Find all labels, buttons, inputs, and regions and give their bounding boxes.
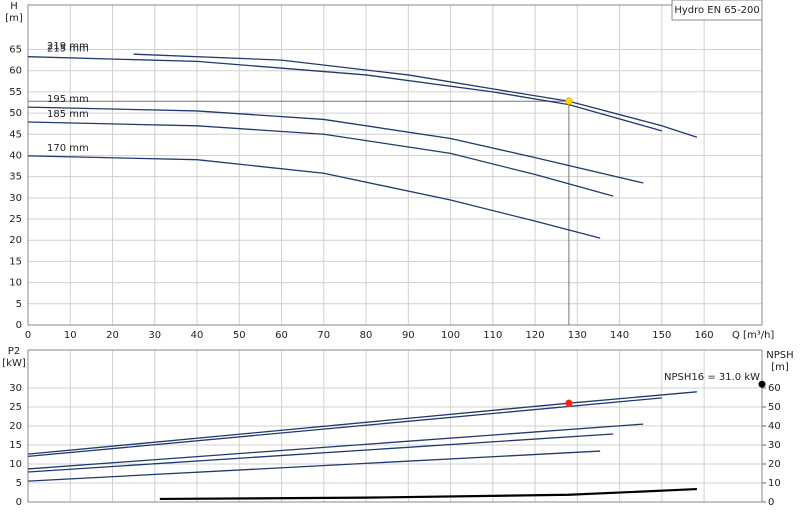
plot-area — [27, 4, 763, 326]
y2-axis-unit: [m] — [771, 362, 789, 373]
curve-label: 219 mm — [47, 41, 89, 52]
curve — [27, 106, 644, 184]
y2-tick-label: 40 — [768, 421, 781, 432]
y2-tick-label: 60 — [768, 383, 781, 394]
x-tick-label: 90 — [402, 330, 415, 341]
operating-point — [565, 399, 573, 407]
curve — [27, 433, 614, 473]
title-box — [671, 0, 763, 21]
x-axis-title: Q [m³/h] — [732, 330, 774, 341]
y-tick-label: 35 — [9, 172, 22, 183]
operating-point — [565, 97, 573, 105]
curve-label: 170 mm — [47, 143, 89, 154]
x-tick-label: 0 — [25, 330, 31, 341]
curve — [27, 155, 601, 239]
y-tick-label: 0 — [16, 320, 22, 331]
y-tick-label: 60 — [9, 66, 22, 77]
y-axis-title: H — [10, 1, 18, 12]
x-tick-label: 60 — [275, 330, 288, 341]
y2-tick-label: 0 — [768, 497, 774, 508]
y-tick-label: 25 — [9, 214, 22, 225]
y2-tick-label: 30 — [768, 440, 781, 451]
y-tick-label: 20 — [9, 235, 22, 246]
y2-tick-label: 10 — [768, 478, 781, 489]
curve — [27, 56, 663, 132]
y2-tick-label: 20 — [768, 459, 781, 470]
y-tick-label: 30 — [9, 193, 22, 204]
x-tick-label: 40 — [191, 330, 204, 341]
curve — [27, 423, 644, 470]
y-tick-label: 15 — [9, 256, 22, 267]
y-tick-label: 20 — [9, 421, 22, 432]
y-axis-title: P2 — [8, 346, 20, 357]
x-tick-label: 160 — [695, 330, 714, 341]
y-tick-label: 15 — [9, 440, 22, 451]
x-tick-label: 70 — [317, 330, 330, 341]
x-tick-label: 110 — [483, 330, 502, 341]
y-tick-label: 65 — [9, 45, 22, 56]
x-tick-label: 130 — [568, 330, 587, 341]
x-tick-label: 20 — [106, 330, 119, 341]
plot-border — [27, 349, 763, 503]
y-axis-unit: [kW] — [2, 358, 26, 369]
curve-label: 185 mm — [47, 109, 89, 120]
curve — [159, 487, 697, 501]
y-tick-label: 50 — [9, 108, 22, 119]
x-tick-label: 140 — [610, 330, 629, 341]
curve — [133, 53, 698, 138]
x-tick-label: 50 — [233, 330, 246, 341]
curve — [27, 121, 614, 197]
y-tick-label: 10 — [9, 459, 22, 470]
chart-title: Hydro EN 65-200 — [674, 5, 759, 16]
y-tick-label: 25 — [9, 402, 22, 413]
x-tick-label: 120 — [526, 330, 545, 341]
curve-label: 195 mm — [47, 94, 89, 105]
x-tick-label: 10 — [64, 330, 77, 341]
plot-border — [27, 4, 763, 326]
y-tick-label: 5 — [16, 478, 22, 489]
y-tick-label: 5 — [16, 299, 22, 310]
y-tick-label: 40 — [9, 150, 22, 161]
y-tick-label: 30 — [9, 383, 22, 394]
x-tick-label: 30 — [148, 330, 161, 341]
curve-label: 215 mm — [47, 44, 89, 55]
y-tick-label: 45 — [9, 129, 22, 140]
curve — [27, 397, 662, 458]
x-tick-label: 150 — [652, 330, 671, 341]
y-axis-unit: [m] — [5, 13, 23, 24]
annotation-marker — [758, 380, 766, 388]
curve — [27, 450, 601, 482]
y-tick-label: 0 — [16, 497, 22, 508]
y2-axis-title: NPSH — [766, 350, 793, 361]
x-tick-label: 80 — [360, 330, 373, 341]
x-tick-label: 100 — [441, 330, 460, 341]
y-tick-label: 55 — [9, 87, 22, 98]
y2-tick-label: 50 — [768, 402, 781, 413]
annotation: NPSH16 = 31.0 kW — [664, 372, 760, 383]
y-tick-label: 10 — [9, 278, 22, 289]
